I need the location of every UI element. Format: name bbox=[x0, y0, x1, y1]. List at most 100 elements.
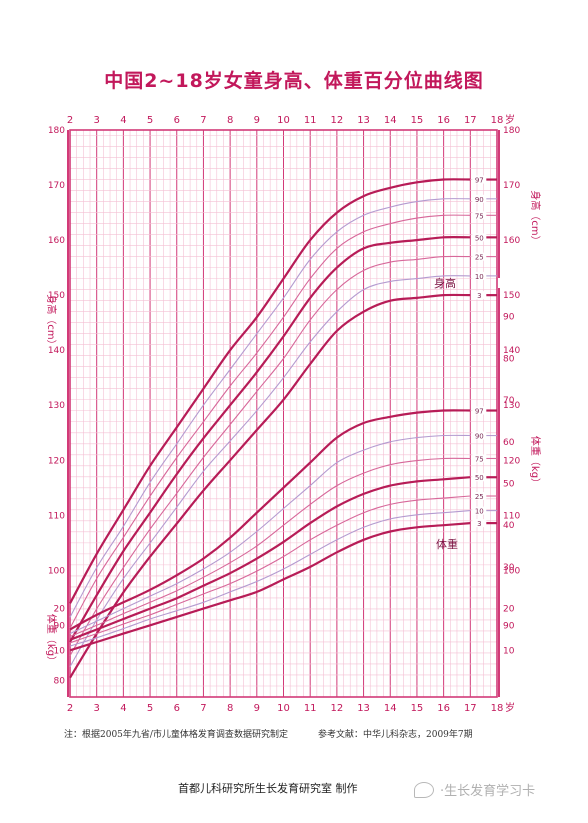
x-tick-bottom: 11 bbox=[304, 703, 317, 714]
x-tick-bottom: 15 bbox=[411, 703, 424, 714]
weight-tick-right: 70 bbox=[503, 396, 515, 406]
weight-label-bg-p25 bbox=[472, 492, 487, 501]
height-tick-left: 180 bbox=[48, 126, 65, 136]
height-tick-right: 130 bbox=[503, 401, 520, 411]
weight-curve-p75 bbox=[69, 457, 471, 638]
x-tick-bottom: 9 bbox=[254, 703, 260, 714]
x-tick-top: 8 bbox=[227, 115, 233, 126]
height-tick-left: 110 bbox=[48, 511, 65, 521]
footer-credit: 首都儿科研究所生长发育研究室 制作 bbox=[178, 782, 358, 795]
chart-title: 中国2~18岁女童身高、体重百分位曲线图 bbox=[104, 70, 484, 92]
height-curve-p50 bbox=[69, 236, 471, 643]
height-label-p50: 50 bbox=[475, 234, 484, 242]
height-label-p10: 10 bbox=[475, 273, 484, 281]
weight-label-bg-p50 bbox=[472, 473, 487, 482]
height-tick-left: 170 bbox=[48, 181, 65, 191]
height-tick-left: 100 bbox=[48, 566, 65, 576]
weight-curve-p25 bbox=[69, 495, 471, 644]
weight-tick-right: 20 bbox=[503, 605, 515, 615]
x-tick-top: 11 bbox=[304, 115, 317, 126]
weight-label-bg-p3 bbox=[472, 519, 487, 528]
weight-curve-label: 体重 bbox=[436, 537, 458, 551]
x-tick-top: 5 bbox=[147, 115, 153, 126]
height-axis-title-left: 身高（cm） bbox=[45, 294, 58, 349]
height-label-p97: 97 bbox=[475, 177, 484, 185]
x-tick-bottom: 13 bbox=[357, 703, 370, 714]
x-tick-bottom: 10 bbox=[277, 703, 290, 714]
x-tick-top: 2 bbox=[67, 115, 73, 126]
weight-label-p90: 90 bbox=[475, 433, 484, 441]
x-tick-top: 13 bbox=[357, 115, 370, 126]
wechat-icon bbox=[414, 781, 434, 798]
x-tick-top: 17 bbox=[464, 115, 477, 126]
x-tick-top: 12 bbox=[331, 115, 344, 126]
height-label-p90: 90 bbox=[475, 196, 484, 204]
x-tick-bottom: 6 bbox=[174, 703, 180, 714]
x-tick-bottom: 18 bbox=[491, 703, 504, 714]
x-tick-top: 4 bbox=[120, 115, 126, 126]
height-tick-left: 120 bbox=[48, 456, 65, 466]
x-unit-top: 岁 bbox=[505, 113, 515, 126]
x-tick-bottom: 14 bbox=[384, 703, 397, 714]
note-reference: 参考文献：中华儿科杂志，2009年7期 bbox=[318, 730, 473, 740]
height-label-p25: 25 bbox=[475, 254, 484, 262]
x-tick-bottom: 7 bbox=[200, 703, 206, 714]
weight-tick-right: 30 bbox=[503, 563, 515, 573]
weight-label-p97: 97 bbox=[475, 408, 484, 416]
height-label-bg-p25 bbox=[472, 252, 487, 261]
height-tick-right: 90 bbox=[503, 621, 515, 631]
x-tick-top: 6 bbox=[174, 115, 180, 126]
weight-tick-left: 20 bbox=[54, 605, 66, 615]
x-tick-top: 3 bbox=[94, 115, 100, 126]
height-label-p3: 3 bbox=[477, 292, 481, 300]
weight-label-p75: 75 bbox=[475, 455, 484, 463]
x-tick-bottom: 16 bbox=[437, 703, 450, 714]
height-tick-left: 80 bbox=[54, 676, 66, 686]
weight-label-p10: 10 bbox=[475, 508, 484, 516]
weight-label-bg-p90 bbox=[472, 431, 487, 440]
x-unit-bottom: 岁 bbox=[505, 701, 515, 714]
x-tick-bottom: 12 bbox=[331, 703, 344, 714]
height-curve-p25 bbox=[69, 255, 471, 656]
height-tick-right: 180 bbox=[503, 126, 520, 136]
height-tick-right: 160 bbox=[503, 236, 520, 246]
height-tick-left: 140 bbox=[48, 346, 65, 356]
weight-curve-p90 bbox=[69, 434, 471, 635]
weight-label-p25: 25 bbox=[475, 493, 484, 501]
x-tick-top: 9 bbox=[254, 115, 260, 126]
height-tick-right: 120 bbox=[503, 456, 520, 466]
height-tick-right: 110 bbox=[503, 511, 520, 521]
x-tick-top: 7 bbox=[200, 115, 206, 126]
x-tick-top: 16 bbox=[437, 115, 450, 126]
height-label-bg-p97 bbox=[472, 175, 487, 184]
weight-label-bg-p10 bbox=[472, 506, 487, 515]
weight-tick-right: 80 bbox=[503, 354, 515, 364]
watermark: ·生长发育学习卡 bbox=[414, 780, 535, 799]
height-label-bg-p50 bbox=[472, 233, 487, 242]
x-tick-bottom: 4 bbox=[120, 703, 126, 714]
height-tick-left: 150 bbox=[48, 291, 65, 301]
weight-axis-title-right: 体重（kg） bbox=[529, 436, 542, 488]
weight-tick-right: 40 bbox=[503, 521, 515, 531]
weight-label-p50: 50 bbox=[475, 474, 484, 482]
weight-curve-p10 bbox=[69, 510, 471, 647]
weight-curve-p50 bbox=[69, 476, 471, 641]
weight-curve-p3 bbox=[69, 522, 471, 652]
plot-frame bbox=[69, 129, 498, 698]
x-tick-bottom: 8 bbox=[227, 703, 233, 714]
height-tick-left: 90 bbox=[54, 621, 66, 631]
x-tick-bottom: 5 bbox=[147, 703, 153, 714]
height-label-bg-p10 bbox=[472, 271, 487, 280]
height-curve-p90 bbox=[69, 198, 471, 618]
x-tick-top: 15 bbox=[411, 115, 424, 126]
height-curve-label: 身高 bbox=[434, 276, 456, 290]
height-tick-right: 170 bbox=[503, 181, 520, 191]
weight-tick-right: 10 bbox=[503, 646, 515, 656]
x-tick-top: 10 bbox=[277, 115, 290, 126]
height-tick-left: 130 bbox=[48, 401, 65, 411]
height-curve-p10 bbox=[69, 275, 471, 667]
weight-tick-right: 90 bbox=[503, 313, 515, 323]
x-tick-top: 14 bbox=[384, 115, 397, 126]
